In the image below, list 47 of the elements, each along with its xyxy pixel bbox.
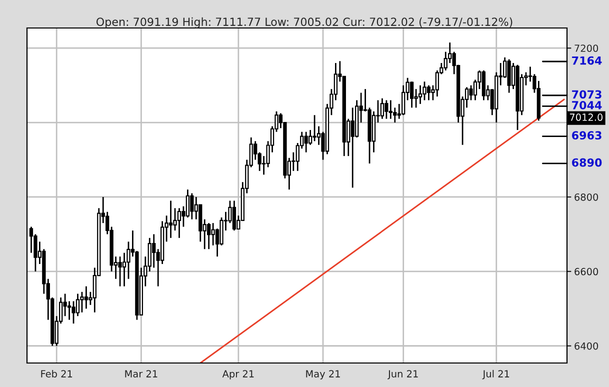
candlestick xyxy=(29,226,34,254)
x-tick-label: May 21 xyxy=(306,370,340,380)
candlestick xyxy=(211,222,215,246)
candlestick xyxy=(418,84,422,105)
x-tick-label: Mar 21 xyxy=(125,370,158,378)
candlestick xyxy=(80,291,84,314)
candlestick xyxy=(190,192,194,220)
ref-line-label: 7073 xyxy=(572,90,602,99)
candlestick xyxy=(422,80,426,101)
candlestick xyxy=(168,200,173,239)
candlestick xyxy=(232,200,236,232)
candlestick xyxy=(388,100,392,120)
x-tick-label: Apr 21 xyxy=(222,370,254,380)
candlestick xyxy=(380,98,384,120)
candlestick xyxy=(402,84,406,116)
ref-line-label: 7164 xyxy=(572,56,602,65)
ref-line-label: 7044 xyxy=(572,100,602,110)
candlestick xyxy=(384,100,388,120)
candlestick xyxy=(410,80,414,108)
candlestick xyxy=(304,131,308,154)
candlestick xyxy=(482,70,486,101)
candlestick xyxy=(122,252,126,288)
candlestick xyxy=(84,286,88,310)
candlestick xyxy=(207,222,211,250)
y-tick-label: 7200 xyxy=(574,44,598,52)
candlestick xyxy=(469,84,473,101)
candlestick xyxy=(426,84,431,101)
candlestick xyxy=(148,237,152,272)
candlestick xyxy=(152,234,156,268)
x-tick-label: Feb 21 xyxy=(41,370,72,378)
x-tick-label: Jun 21 xyxy=(388,370,418,380)
ref-line-label: 6890 xyxy=(572,158,602,167)
candlestick xyxy=(186,188,190,218)
text: 7012.0 xyxy=(570,114,603,121)
candlestick xyxy=(350,106,354,188)
chart-subtitle: Open: 7091.19 High: 7111.77 Low: 7005.02 Cur: 7012.02 (-79.17/-01.12%) xyxy=(96,17,512,28)
candlestick xyxy=(312,114,316,142)
candlestick xyxy=(308,129,312,146)
candlestick xyxy=(76,293,80,317)
ref-line-label: 6963 xyxy=(572,131,602,140)
y-tick-label: 6600 xyxy=(574,268,598,276)
y-tick-label: 6400 xyxy=(574,342,598,350)
candlestick xyxy=(118,256,122,288)
x-tick-label: Jul 21 xyxy=(482,370,510,380)
candlestick xyxy=(177,207,182,239)
candlestick xyxy=(72,300,76,324)
y-tick-label: 6800 xyxy=(574,193,598,201)
